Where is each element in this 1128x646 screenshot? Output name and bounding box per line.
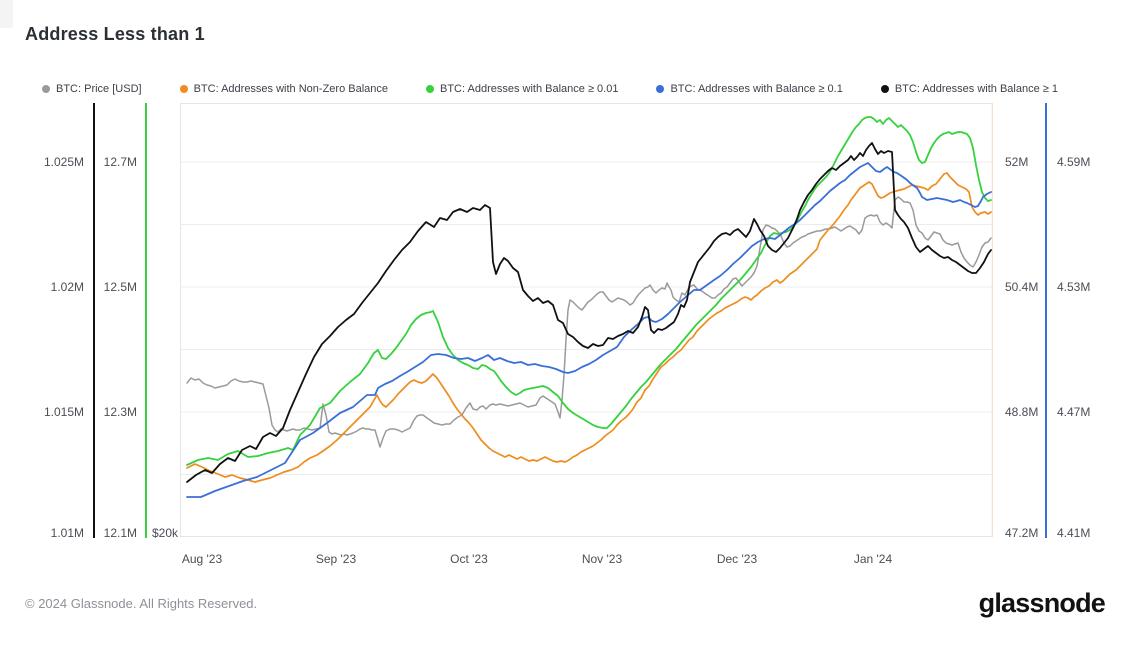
copyright-text: © 2024 Glassnode. All Rights Reserved.	[25, 596, 258, 611]
y-axis-label-balance01: 4.59M	[1057, 155, 1091, 169]
legend-dot-icon	[880, 85, 889, 93]
y-axis-label-balance1: 1.01M	[50, 526, 84, 540]
page-title: Address Less than 1	[25, 24, 205, 44]
x-axis-label: Oct '23	[450, 552, 488, 566]
y-axis-label-balance1: 1.015M	[43, 405, 84, 419]
legend-dot-icon	[656, 85, 665, 93]
legend-item-1[interactable]: BTC: Addresses with Non-Zero Balance	[179, 83, 388, 95]
y-axis-label-balance01: 4.47M	[1057, 405, 1091, 419]
y-axis-label-balance1: 1.025M	[43, 155, 84, 169]
legend-item-2[interactable]: BTC: Addresses with Balance ≥ 0.01	[426, 83, 618, 95]
y-axis-label-nonzero: 50.4M	[1005, 280, 1039, 294]
window-corner-artifact	[0, 0, 13, 28]
y-axis-label-balance01: 4.53M	[1057, 280, 1091, 294]
legend-label: BTC: Addresses with Non-Zero Balance	[193, 83, 388, 95]
legend-dot-icon	[426, 85, 434, 93]
y-axis-label-balance001: 12.5M	[103, 280, 137, 294]
series-line-0	[186, 196, 992, 448]
y-axis-label-nonzero: 48.8M	[1005, 405, 1039, 419]
series-line-4	[186, 142, 992, 483]
legend-dot-icon	[42, 85, 50, 93]
legend-label: BTC: Addresses with Balance ≥ 1	[894, 83, 1058, 95]
legend-label: BTC: Addresses with Balance ≥ 0.1	[670, 83, 843, 95]
y-axis-label-balance1: 1.02M	[50, 280, 84, 294]
legend-item-3[interactable]: BTC: Addresses with Balance ≥ 0.1	[656, 83, 843, 95]
glassnode-logo: glassnode	[978, 588, 1106, 618]
y-axis-label-balance01: 4.41M	[1057, 526, 1091, 540]
y-axis-label-price: $20k	[151, 526, 178, 540]
y-axis-label-balance001: 12.7M	[103, 155, 137, 169]
legend-item-4[interactable]: BTC: Addresses with Balance ≥ 1	[880, 83, 1058, 95]
legend-label: BTC: Price [USD]	[56, 83, 142, 95]
plot-border	[180, 103, 993, 537]
y-axis-label-nonzero: 47.2M	[1005, 526, 1039, 540]
y-axis-line-balance001	[145, 103, 147, 538]
series-line-2	[186, 116, 992, 466]
x-axis-label: Sep '23	[315, 552, 357, 566]
y-axis-line-balance01	[1045, 103, 1047, 538]
y-axis-label-balance001: 12.3M	[103, 405, 137, 419]
series-line-1	[186, 172, 992, 483]
legend-label: BTC: Addresses with Balance ≥ 0.01	[440, 83, 619, 95]
chart-legend: BTC: Price [USD] BTC: Addresses with Non-…	[42, 83, 1058, 95]
series-line-3	[186, 162, 992, 498]
legend-dot-icon	[179, 85, 188, 93]
x-axis-label: Dec '23	[716, 552, 758, 566]
x-axis-label: Nov '23	[581, 552, 623, 566]
x-axis-label: Jan '24	[853, 552, 893, 566]
plot-area[interactable]	[180, 103, 994, 537]
y-axis-line-balance1	[93, 103, 95, 538]
plot-svg[interactable]	[180, 103, 994, 537]
y-axis-label-nonzero: 52M	[1005, 155, 1029, 169]
legend-item-0[interactable]: BTC: Price [USD]	[42, 83, 142, 95]
y-axis-label-balance001: 12.1M	[103, 526, 137, 540]
x-axis-label: Aug '23	[181, 552, 223, 566]
